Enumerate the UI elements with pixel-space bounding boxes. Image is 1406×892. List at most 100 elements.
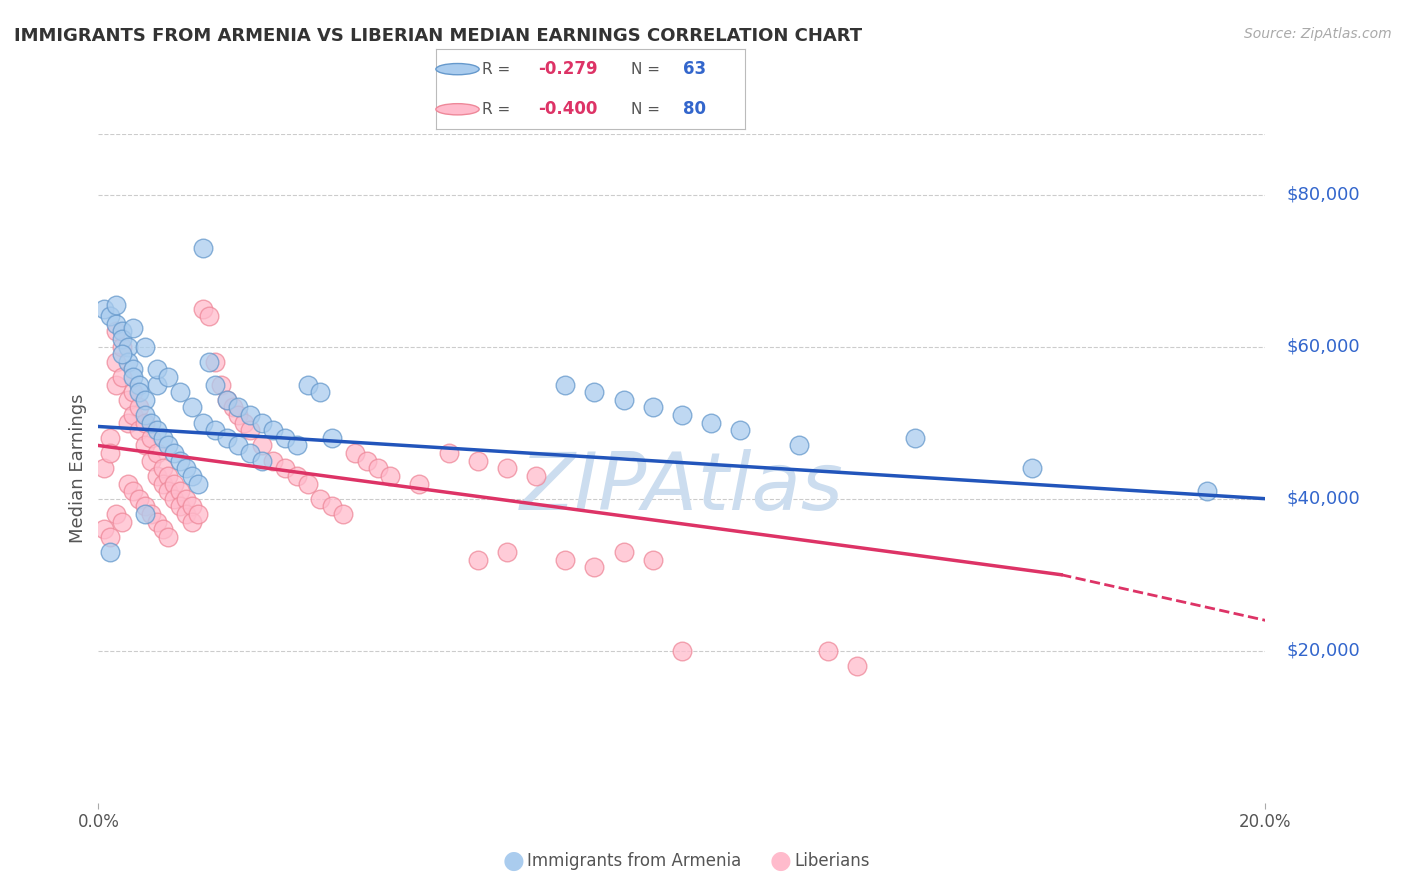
Point xyxy=(583,385,606,400)
Text: R =: R = xyxy=(482,102,510,117)
Point xyxy=(285,438,308,452)
Point xyxy=(163,491,186,506)
Point xyxy=(904,431,927,445)
Point xyxy=(180,500,202,514)
Point xyxy=(117,355,139,369)
Text: $60,000: $60,000 xyxy=(1286,338,1360,356)
Point xyxy=(139,431,162,445)
Point xyxy=(321,431,343,445)
Point xyxy=(845,659,868,673)
Point xyxy=(193,301,215,316)
Point xyxy=(169,484,191,499)
Point xyxy=(239,446,262,460)
Point xyxy=(524,469,547,483)
Point xyxy=(408,476,430,491)
Point xyxy=(104,298,127,312)
Point xyxy=(157,469,180,483)
Point xyxy=(152,522,174,536)
Point xyxy=(134,500,156,514)
Point xyxy=(111,370,134,384)
Point xyxy=(174,507,197,521)
Point xyxy=(122,385,145,400)
Point xyxy=(111,347,134,361)
Point xyxy=(250,453,273,467)
Point xyxy=(163,446,186,460)
Text: 80: 80 xyxy=(683,100,706,119)
Point xyxy=(169,500,191,514)
Point xyxy=(104,507,127,521)
Point xyxy=(193,241,215,255)
Circle shape xyxy=(436,103,479,115)
Point xyxy=(221,401,243,415)
Point xyxy=(98,310,121,324)
Circle shape xyxy=(436,63,479,75)
Text: Source: ZipAtlas.com: Source: ZipAtlas.com xyxy=(1244,27,1392,41)
Point xyxy=(204,423,226,437)
Point xyxy=(146,515,169,529)
Point xyxy=(104,325,127,339)
Point xyxy=(152,431,174,445)
Point xyxy=(122,320,145,334)
Point xyxy=(297,476,319,491)
Point xyxy=(728,423,751,437)
Point xyxy=(180,401,202,415)
Point xyxy=(467,453,489,467)
Point xyxy=(111,332,134,346)
Point xyxy=(134,507,156,521)
Point xyxy=(104,355,127,369)
Point xyxy=(117,340,139,354)
Point xyxy=(122,408,145,422)
Text: Immigrants from Armenia: Immigrants from Armenia xyxy=(527,852,741,870)
Point xyxy=(215,431,238,445)
Point xyxy=(128,423,150,437)
Point xyxy=(250,438,273,452)
Point xyxy=(117,476,139,491)
Text: $40,000: $40,000 xyxy=(1286,490,1360,508)
Text: -0.279: -0.279 xyxy=(538,60,598,78)
Point xyxy=(228,438,250,452)
Point xyxy=(180,469,202,483)
Point xyxy=(198,310,221,324)
Point xyxy=(215,392,238,407)
Point xyxy=(1021,461,1043,475)
Point xyxy=(274,431,297,445)
Point xyxy=(152,476,174,491)
Point xyxy=(122,370,145,384)
Point xyxy=(378,469,402,483)
Point xyxy=(204,355,226,369)
Text: -0.400: -0.400 xyxy=(538,100,598,119)
Point xyxy=(117,392,139,407)
Text: IMMIGRANTS FROM ARMENIA VS LIBERIAN MEDIAN EARNINGS CORRELATION CHART: IMMIGRANTS FROM ARMENIA VS LIBERIAN MEDI… xyxy=(14,27,862,45)
Point xyxy=(134,340,156,354)
Point xyxy=(612,545,634,559)
Text: Liberians: Liberians xyxy=(794,852,870,870)
Point xyxy=(239,423,262,437)
Point xyxy=(139,453,162,467)
Point xyxy=(1195,484,1218,499)
Point xyxy=(122,362,145,376)
Point xyxy=(817,644,839,658)
Point xyxy=(174,491,197,506)
Point xyxy=(169,453,191,467)
Point xyxy=(344,446,367,460)
Point xyxy=(111,340,134,354)
Point xyxy=(111,515,134,529)
Point xyxy=(128,377,150,392)
Point xyxy=(139,507,162,521)
Point xyxy=(215,392,238,407)
Point xyxy=(332,507,354,521)
Point xyxy=(309,491,332,506)
Point xyxy=(146,423,169,437)
Point xyxy=(104,377,127,392)
Point xyxy=(239,408,262,422)
Point xyxy=(134,392,156,407)
Point xyxy=(554,552,576,566)
Point xyxy=(641,401,664,415)
Point xyxy=(174,461,197,475)
Point xyxy=(93,301,115,316)
Point xyxy=(122,484,145,499)
Point xyxy=(274,461,297,475)
Point xyxy=(262,453,284,467)
Point xyxy=(152,461,174,475)
Point xyxy=(641,552,664,566)
